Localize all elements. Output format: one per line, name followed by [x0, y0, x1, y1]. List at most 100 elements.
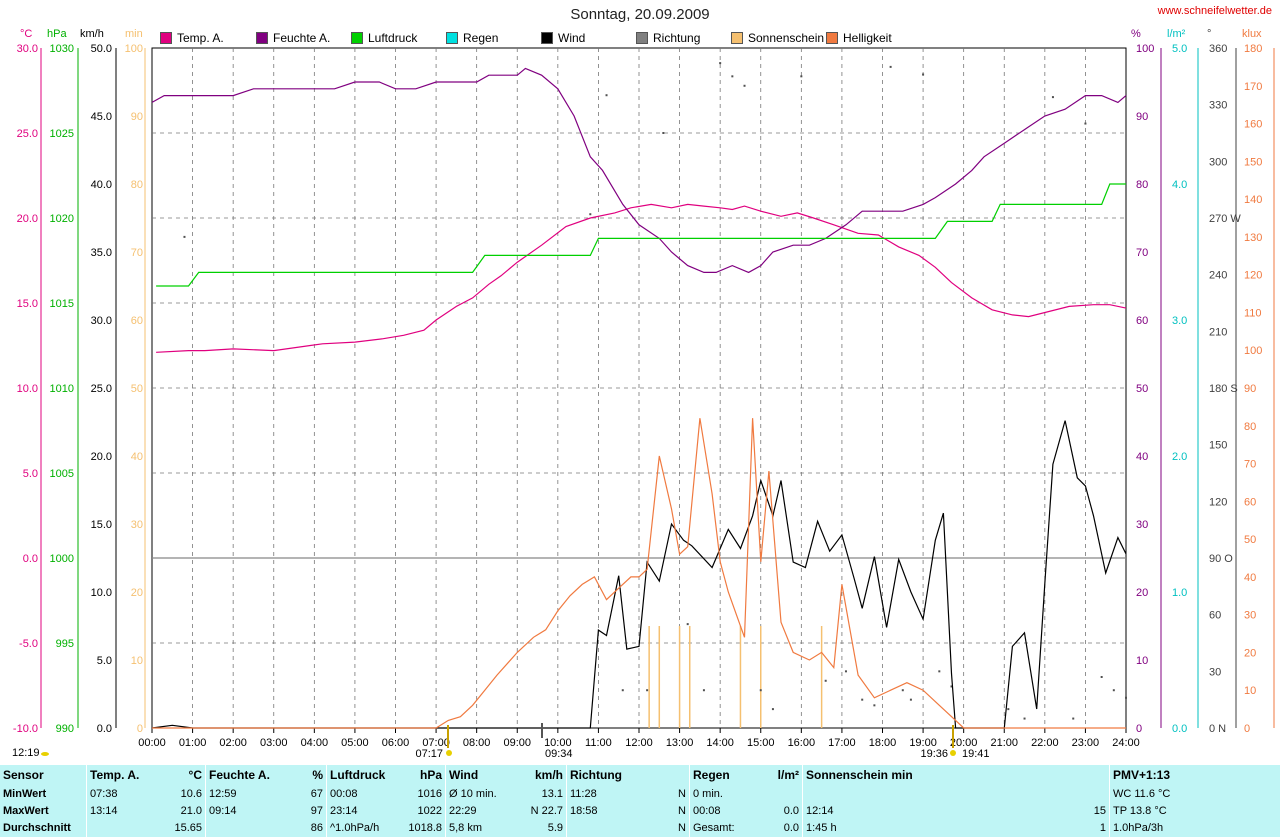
- tick-label-humidity: 40: [1136, 451, 1148, 463]
- direction-point: [759, 689, 762, 692]
- tick-label-lux: 170: [1244, 81, 1262, 93]
- x-tick-label: 19:00: [909, 737, 937, 749]
- legend-swatch: [826, 32, 838, 44]
- tick-label-humidity: 60: [1136, 315, 1148, 327]
- tick-label-temp: -10.0: [13, 723, 38, 735]
- direction-point: [605, 94, 608, 97]
- x-tick-label: 16:00: [788, 737, 816, 749]
- tick-label-sun: 90: [131, 111, 143, 123]
- tick-label-temp: 5.0: [23, 468, 38, 480]
- stats-cell: 1:45 h: [802, 819, 1007, 837]
- x-tick-label: 06:00: [382, 737, 410, 749]
- tick-label-humidity: 90: [1136, 111, 1148, 123]
- direction-point: [589, 213, 592, 216]
- tick-label-sun: 0: [137, 723, 143, 735]
- direction-point: [922, 73, 925, 76]
- x-tick-label: 10:00: [544, 737, 572, 749]
- tick-label-sun: 100: [125, 43, 143, 55]
- direction-point: [646, 689, 649, 692]
- stats-cell: 5,8 km: [445, 819, 510, 837]
- tick-label-sun: 40: [131, 451, 143, 463]
- tick-label-rain: 1.0: [1172, 587, 1187, 599]
- stats-cell: 5.9: [547, 822, 563, 835]
- tick-label-rain: 0.0: [1172, 723, 1187, 735]
- sunset-icon: [950, 750, 956, 756]
- stats-cell: 1018.8: [408, 822, 442, 835]
- tick-label-rain: 3.0: [1172, 315, 1187, 327]
- series-line-luftdruck: [156, 183, 1126, 287]
- stats-header-sensor: Sensor: [3, 768, 44, 783]
- x-tick-label: 00:00: [138, 737, 166, 749]
- tick-label-lux: 10: [1244, 685, 1256, 697]
- tick-label-direction: 120: [1209, 496, 1227, 508]
- x-tick-label: 15:00: [747, 737, 775, 749]
- direction-point: [719, 62, 722, 65]
- tick-label-wind: 50.0: [91, 43, 112, 55]
- legend-swatch: [541, 32, 553, 44]
- direction-point: [1112, 689, 1115, 692]
- tick-label-lux: 150: [1244, 156, 1262, 168]
- x-tick-label: 17:00: [828, 737, 856, 749]
- tick-label-lux: 30: [1244, 610, 1256, 622]
- tick-label-wind: 25.0: [91, 383, 112, 395]
- tick-label-direction: 0 N: [1209, 723, 1226, 735]
- tick-label-direction: 210: [1209, 326, 1227, 338]
- tick-label-pressure: 1000: [50, 553, 74, 565]
- legend-swatch: [160, 32, 172, 44]
- tick-label-sun: 80: [131, 179, 143, 191]
- stats-row: Durchschnitt 15.65 86 ^1.0hPa/h 1018.8 5…: [0, 819, 1280, 837]
- tick-label-temp: 20.0: [17, 213, 38, 225]
- stats-row-label: MaxWert: [3, 805, 49, 818]
- sun-icon: [41, 752, 49, 756]
- stats-header-wind: Wind: [445, 765, 510, 786]
- legend-swatch: [446, 32, 458, 44]
- series-line-feuchte-a: [151, 67, 1127, 274]
- stats-cell: N: [678, 787, 686, 800]
- stats-cell: 18:58: [566, 802, 633, 820]
- tick-label-humidity: 70: [1136, 247, 1148, 259]
- stats-cell: 23:14: [326, 802, 391, 820]
- direction-point: [1023, 717, 1026, 720]
- stats-cell: 12:14: [802, 802, 1007, 820]
- legend-item-rain: Regen: [446, 31, 498, 45]
- tick-label-direction: 180 S: [1209, 383, 1238, 395]
- direction-point: [702, 689, 705, 692]
- axis-unit-pressure: hPa: [47, 28, 67, 40]
- stats-cell: Gesamt:: [689, 819, 756, 837]
- stats-header-pmv: PMV+1:13: [1108, 765, 1280, 786]
- stats-cell: 07:38: [86, 785, 143, 803]
- stats-cell: 0.0: [783, 805, 799, 818]
- stats-header-press-unit: hPa: [419, 768, 442, 783]
- tick-label-sun: 20: [131, 587, 143, 599]
- tick-label-lux: 100: [1244, 345, 1262, 357]
- legend-label: Helligkeit: [843, 31, 892, 45]
- direction-point: [743, 84, 746, 87]
- stats-header-hum: Feuchte A.: [205, 765, 282, 786]
- tick-label-pressure: 1015: [50, 298, 74, 310]
- tick-label-wind: 0.0: [97, 723, 112, 735]
- stats-header-temp-unit: °C: [188, 768, 202, 783]
- tick-label-humidity: 0: [1136, 723, 1142, 735]
- x-tick-label: 13:00: [666, 737, 694, 749]
- tick-label-lux: 110: [1244, 307, 1262, 319]
- marker-time-left: 12:19: [12, 747, 40, 759]
- legend-item-sunshine: Sonnenschein: [731, 31, 824, 45]
- stats-header-dir: Richtung: [566, 765, 633, 786]
- stats-cell: N 22.7: [530, 805, 563, 818]
- stats-cell: 21.0: [180, 805, 202, 818]
- tick-label-direction: 360: [1209, 43, 1227, 55]
- axis-unit-wind: km/h: [80, 28, 104, 40]
- tick-label-sun: 70: [131, 247, 143, 259]
- tick-label-sun: 10: [131, 655, 143, 667]
- legend-item-humidity: Feuchte A.: [256, 31, 330, 45]
- site-link[interactable]: www.schneifelwetter.de: [1157, 5, 1272, 17]
- tick-label-temp: 30.0: [17, 43, 38, 55]
- direction-point: [938, 670, 941, 673]
- direction-point: [800, 75, 803, 78]
- stats-header-hum-unit: %: [312, 768, 323, 783]
- stats-header-rain: Regen: [689, 765, 756, 786]
- series-line-wind: [151, 420, 1127, 729]
- direction-point: [1051, 96, 1054, 99]
- direction-point: [824, 679, 827, 682]
- stats-cell: 09:14: [205, 802, 282, 820]
